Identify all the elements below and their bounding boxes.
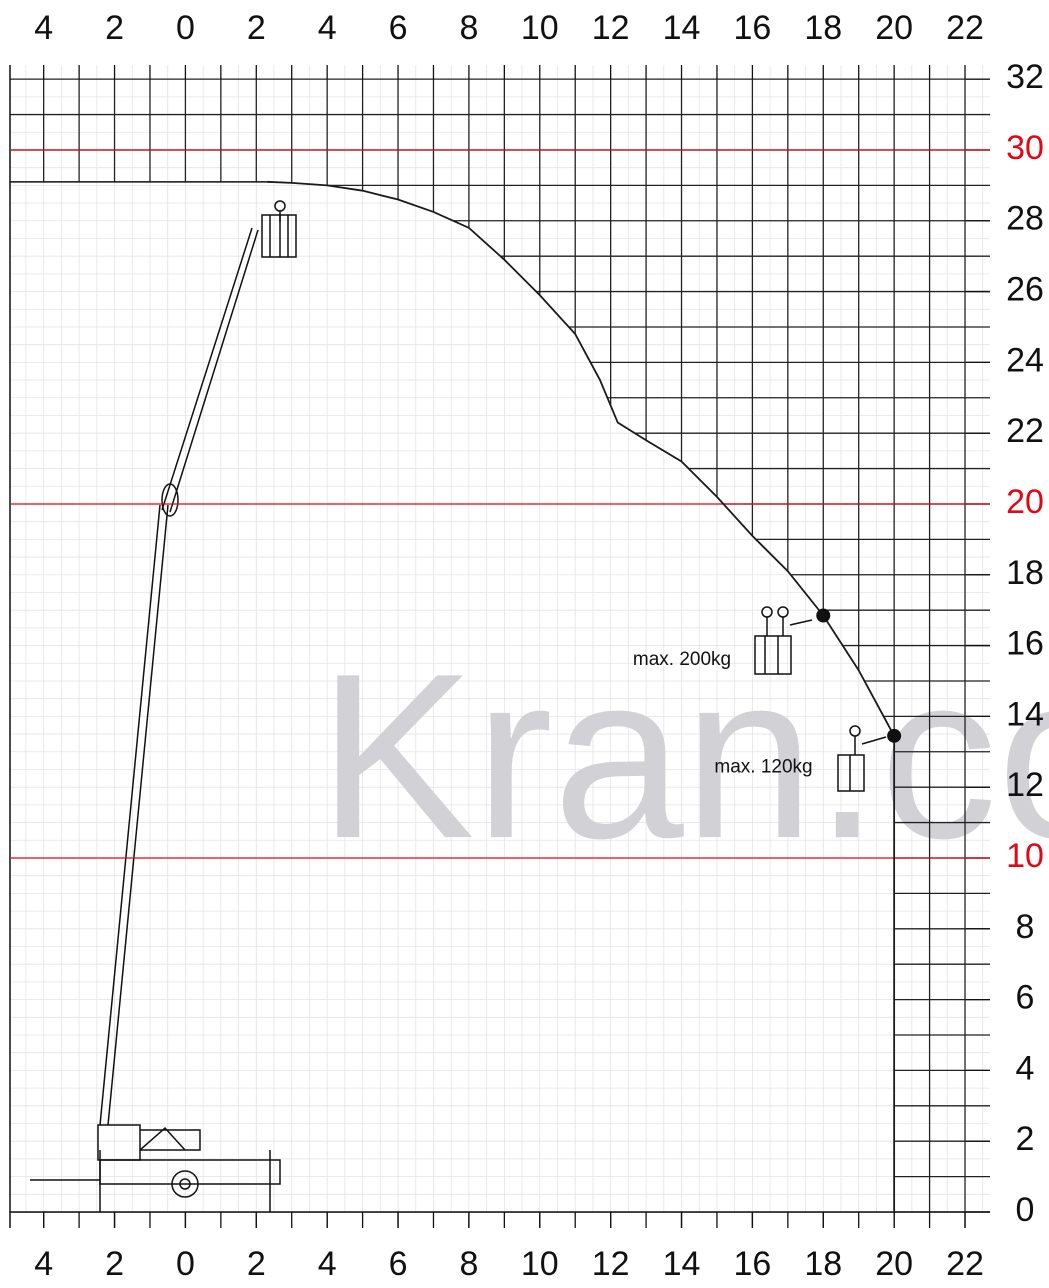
x-tick-label-bottom: 2 xyxy=(105,1245,124,1283)
x-tick-label-bottom: 8 xyxy=(459,1245,478,1283)
y-tick-label: 6 xyxy=(1016,979,1035,1017)
y-tick-label: 14 xyxy=(1006,695,1044,733)
y-tick-label: 20 xyxy=(1006,483,1044,521)
x-tick-label-bottom: 10 xyxy=(521,1245,559,1283)
x-tick-label-top: 10 xyxy=(521,9,559,47)
reach-point xyxy=(816,608,831,623)
y-tick-label: 10 xyxy=(1006,837,1044,875)
y-tick-label: 18 xyxy=(1006,554,1044,592)
y-tick-label: 26 xyxy=(1006,271,1044,309)
x-tick-label-top: 20 xyxy=(875,9,913,47)
y-tick-label: 0 xyxy=(1016,1191,1035,1229)
x-tick-label-bottom: 2 xyxy=(247,1245,266,1283)
x-tick-label-top: 16 xyxy=(733,9,771,47)
foreground: max. 200kg max. 120kg xyxy=(10,149,990,1212)
x-tick-label-top: 14 xyxy=(663,9,701,47)
x-tick-label-bottom: 20 xyxy=(875,1245,913,1283)
x-tick-label-bottom: 18 xyxy=(804,1245,842,1283)
y-tick-label: 22 xyxy=(1006,412,1044,450)
x-tick-label-top: 4 xyxy=(34,9,53,47)
x-tick-label-top: 8 xyxy=(459,9,478,47)
x-tick-label-top: 12 xyxy=(592,9,630,47)
y-tick-label: 30 xyxy=(1006,129,1044,167)
crane xyxy=(30,200,887,1212)
x-tick-label-top: 18 xyxy=(804,9,842,47)
load-label: max. 120kg xyxy=(714,757,812,778)
x-tick-label-bottom: 12 xyxy=(592,1245,630,1283)
x-tick-label-top: 2 xyxy=(105,9,124,47)
x-tick-label-top: 4 xyxy=(318,9,337,47)
watermark: Kran.co xyxy=(318,624,1049,887)
y-tick-label: 4 xyxy=(1016,1049,1035,1087)
x-tick-label-bottom: 0 xyxy=(176,1245,195,1283)
y-tick-label: 8 xyxy=(1016,908,1035,946)
x-tick-label-bottom: 6 xyxy=(389,1245,408,1283)
x-tick-label-bottom: 16 xyxy=(733,1245,771,1283)
x-tick-label-top: 6 xyxy=(389,9,408,47)
x-tick-label-top: 0 xyxy=(176,9,195,47)
x-tick-label-bottom: 22 xyxy=(946,1245,984,1283)
y-tick-label: 32 xyxy=(1006,58,1044,96)
axes: 4422002244668810101212141416161818202022… xyxy=(9,9,1044,1283)
envelope-line xyxy=(266,180,896,1212)
y-tick-label: 16 xyxy=(1006,625,1044,663)
y-tick-label: 2 xyxy=(1016,1120,1035,1158)
reach-point xyxy=(887,728,902,743)
x-tick-label-top: 22 xyxy=(946,9,984,47)
x-tick-label-bottom: 4 xyxy=(34,1245,53,1283)
x-tick-label-bottom: 14 xyxy=(663,1245,701,1283)
y-tick-label: 24 xyxy=(1006,341,1044,379)
x-tick-label-top: 2 xyxy=(247,9,266,47)
x-tick-label-bottom: 4 xyxy=(318,1245,337,1283)
y-tick-label: 28 xyxy=(1006,200,1044,238)
load-label: max. 200kg xyxy=(633,649,731,670)
y-tick-label: 12 xyxy=(1006,766,1044,804)
